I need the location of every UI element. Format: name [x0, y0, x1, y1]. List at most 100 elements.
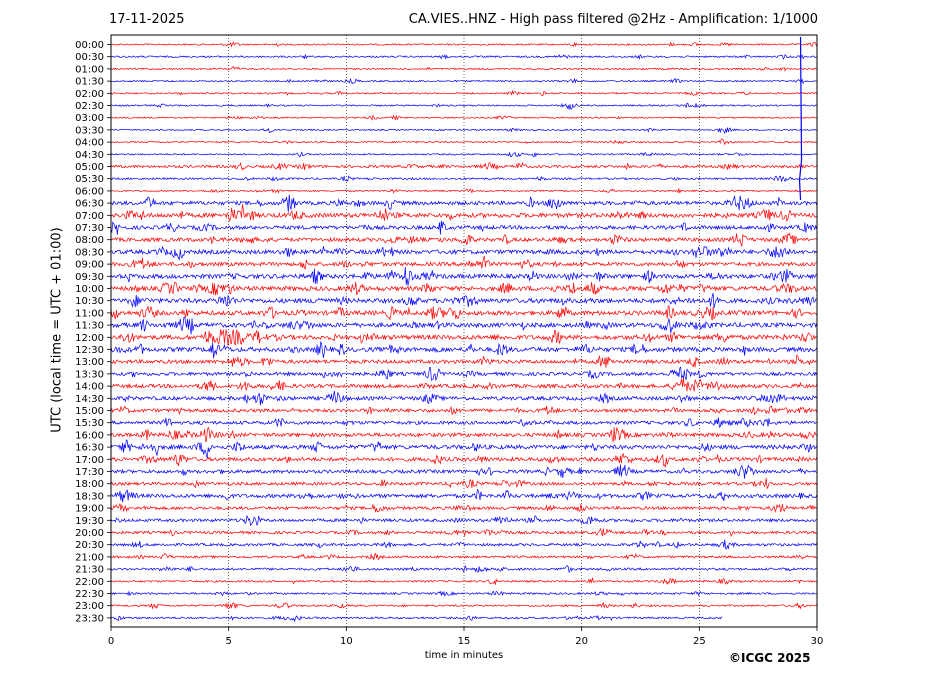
- y-tick-label: 21:00: [75, 552, 104, 563]
- x-tick-label: 25: [693, 636, 706, 647]
- x-tick-label: 0: [108, 636, 114, 647]
- y-tick-label: 23:30: [75, 613, 104, 624]
- trace-row: [110, 305, 817, 321]
- trace-row: [110, 161, 817, 171]
- trace-row: [110, 601, 817, 610]
- y-tick-label: 03:30: [75, 125, 104, 136]
- trace-row: [110, 329, 817, 346]
- y-tick-label: 05:00: [75, 162, 104, 173]
- y-tick-label: 21:30: [75, 565, 104, 576]
- y-tick-label: 01:30: [75, 77, 104, 88]
- y-tick-label: 13:00: [75, 357, 104, 368]
- y-tick-label: 02:30: [75, 101, 104, 112]
- y-tick-label: 06:00: [75, 186, 104, 197]
- y-tick-label: 23:00: [75, 601, 104, 612]
- y-tick-label: 18:00: [75, 479, 104, 490]
- y-tick-label: 20:00: [75, 528, 104, 539]
- trace-row: [110, 390, 817, 406]
- y-tick-label: 08:00: [75, 235, 104, 246]
- trace-row: [110, 53, 817, 61]
- trace-row: [110, 77, 817, 85]
- x-axis-label: time in minutes: [424, 650, 504, 661]
- y-tick-label: 04:00: [75, 138, 104, 149]
- y-tick-label: 07:00: [75, 211, 104, 222]
- y-tick-label: 06:30: [75, 199, 104, 210]
- y-tick-label: 08:30: [75, 247, 104, 258]
- trace-row: [110, 89, 817, 96]
- date-label: 17-11-2025: [109, 12, 185, 27]
- y-tick-label: 17:30: [75, 467, 104, 478]
- copyright-label: ©ICGC 2025: [729, 651, 811, 665]
- trace-row: [110, 552, 817, 561]
- trace-row: [110, 528, 817, 538]
- y-tick-label: 16:30: [75, 443, 104, 454]
- y-tick-label: 11:30: [75, 321, 104, 332]
- trace-row: [110, 41, 817, 48]
- y-tick-label: 10:00: [75, 284, 104, 295]
- y-tick-label: 12:00: [75, 333, 104, 344]
- trace-row: [110, 488, 817, 503]
- y-tick-label: 16:00: [75, 430, 104, 441]
- trace-row: [110, 503, 817, 513]
- x-tick-label: 10: [340, 636, 353, 647]
- y-tick-label: 07:30: [75, 223, 104, 234]
- x-tick-label: 5: [225, 636, 231, 647]
- grid-layer: [228, 35, 700, 627]
- plot-frame: [110, 34, 818, 628]
- trace-row: [110, 220, 817, 235]
- trace-row: [110, 194, 817, 212]
- y-tick-label: 19:30: [75, 516, 104, 527]
- y-tick-label: 10:30: [75, 296, 104, 307]
- trace-row: [110, 204, 817, 223]
- trace-row: [110, 341, 817, 359]
- y-tick-label: 14:30: [75, 394, 104, 405]
- y-tick-label: 12:30: [75, 345, 104, 356]
- trace-row: [110, 281, 817, 296]
- y-tick-label: 00:30: [75, 52, 104, 63]
- trace-row: [110, 127, 817, 134]
- trace-row: [110, 377, 817, 392]
- x-tick-label: 15: [458, 636, 471, 647]
- y-tick-label: 17:00: [75, 455, 104, 466]
- trace-row: [110, 151, 817, 158]
- trace-row: [110, 175, 817, 183]
- x-tick-label: 20: [575, 636, 588, 647]
- trace-row: [110, 590, 817, 597]
- trace-row: [110, 114, 817, 121]
- y-tick-label: 04:30: [75, 150, 104, 161]
- trace-row: [110, 405, 817, 416]
- y-tick-label: 15:00: [75, 406, 104, 417]
- trace-row: [110, 354, 817, 368]
- y-tick-label: 22:30: [75, 589, 104, 600]
- trace-row: [110, 316, 817, 335]
- y-tick-label: 15:30: [75, 418, 104, 429]
- trace-row: [110, 514, 817, 527]
- y-tick-label: 11:00: [75, 308, 104, 319]
- x-tick-label: 30: [811, 636, 824, 647]
- spike-trace: [798, 36, 803, 201]
- trace-row: [110, 266, 817, 286]
- y-tick-label: 09:30: [75, 272, 104, 283]
- trace-row: [110, 539, 817, 550]
- trace-row: [110, 292, 817, 309]
- trace-row: [110, 477, 817, 490]
- trace-row: [110, 102, 817, 110]
- trace-row: [110, 565, 817, 574]
- y-tick-label: 03:00: [75, 113, 104, 124]
- y-tick-label: 01:00: [75, 64, 104, 75]
- trace-row: [110, 426, 817, 443]
- trace-row: [110, 439, 817, 460]
- y-tick-label: 09:00: [75, 260, 104, 271]
- trace-row: [110, 366, 817, 382]
- y-tick-label: 22:00: [75, 577, 104, 588]
- trace-row: [110, 138, 817, 146]
- y-tick-label: 14:00: [75, 382, 104, 393]
- trace-row: [110, 577, 817, 586]
- y-tick-label: 00:00: [75, 40, 104, 51]
- trace-layer: [110, 36, 817, 623]
- trace-row: [110, 464, 817, 479]
- trace-row: [110, 245, 817, 261]
- y-tick-label: 05:30: [75, 174, 104, 185]
